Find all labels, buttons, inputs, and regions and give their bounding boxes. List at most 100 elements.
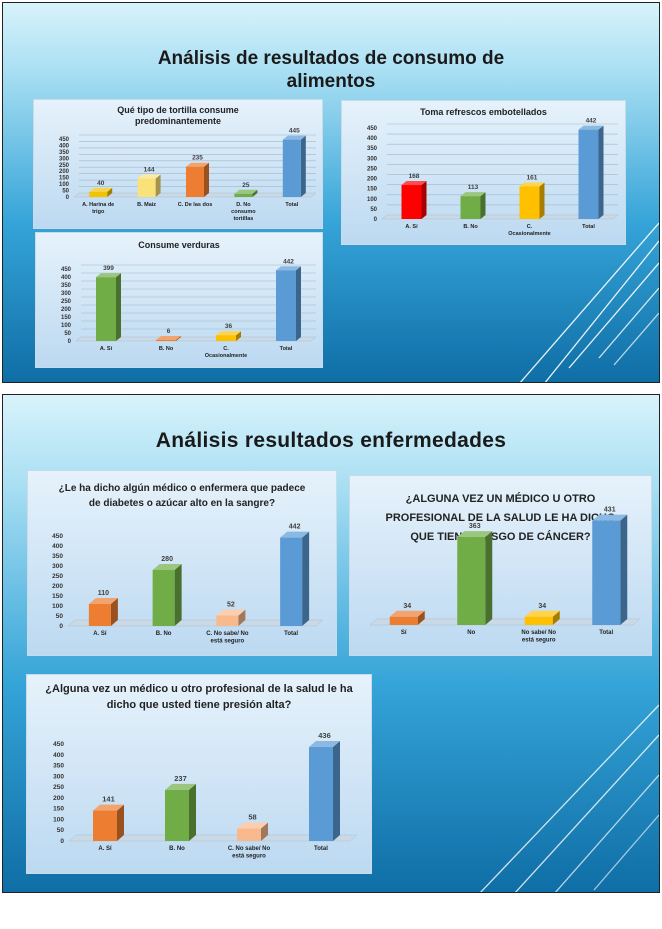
y-tick-label: 250	[61, 299, 72, 305]
bar-side	[116, 273, 121, 341]
bar-side	[176, 336, 181, 341]
bar-front	[156, 340, 176, 341]
bar-top	[309, 741, 340, 748]
x-tick-label: B. No	[156, 631, 172, 637]
bar-side	[598, 125, 604, 219]
bar-top	[137, 174, 161, 179]
x-tick-label-line: C. De las dos	[178, 202, 213, 208]
x-tick-label: Total	[280, 346, 293, 352]
x-tick-label: Total	[285, 202, 298, 208]
x-tick-label-line: A. Harina de	[82, 202, 114, 208]
x-tick-label-line: Total	[582, 224, 595, 230]
bar-top	[186, 162, 209, 167]
data-label: 141	[102, 795, 115, 804]
y-tick-label: 200	[52, 583, 63, 590]
bar-side	[189, 783, 196, 841]
bar-front	[93, 810, 117, 841]
bar-top	[93, 804, 124, 811]
bar-side	[421, 181, 427, 219]
x-tick-label: A. Sí	[98, 846, 112, 852]
data-label: 431	[604, 507, 616, 514]
x-tick-label: A. Sí	[100, 346, 113, 352]
slide-title: Análisis resultados enfermedades	[155, 429, 507, 452]
bar	[276, 266, 301, 341]
chart-title: Qué tipo de tortilla consume predominant…	[117, 105, 239, 126]
bar-front	[282, 139, 301, 197]
data-label: 52	[227, 602, 235, 609]
y-tick-label: 150	[59, 176, 70, 182]
y-tick-label: 200	[61, 307, 72, 313]
bar-front	[89, 191, 108, 197]
bar-side	[333, 741, 340, 841]
bar	[156, 336, 181, 341]
bar-front	[165, 789, 189, 841]
x-tick-label-line: está seguro	[522, 638, 556, 644]
y-tick-label: 350	[52, 553, 63, 560]
bar	[165, 783, 196, 841]
data-label: 6	[167, 328, 171, 335]
chart-title: ¿ALGUNA VEZ UN MÉDICO U OTRO PROFESIONAL…	[385, 493, 616, 543]
x-tick-label-line: consumo	[231, 209, 256, 215]
bar-side	[480, 192, 486, 219]
bar-top	[276, 266, 301, 271]
bar-front	[216, 335, 236, 341]
x-tick-label-line: A. Sí	[100, 346, 113, 352]
bar-front	[280, 537, 303, 626]
y-tick-label: 200	[53, 795, 64, 802]
bar-side	[117, 804, 124, 841]
y-tick-label: 150	[52, 593, 63, 600]
x-tick-label-line: Sí	[401, 630, 407, 636]
bar-side	[174, 564, 182, 626]
x-tick-label-line: Ocasionalmente	[205, 353, 248, 359]
data-label: 40	[97, 180, 105, 187]
bar	[137, 174, 161, 197]
x-tick-label-line: Ocasionalmente	[508, 231, 551, 237]
y-tick-label: 400	[61, 275, 72, 281]
y-tick-label: 200	[367, 177, 378, 183]
x-tick-label-line: está seguro	[211, 639, 245, 645]
chart-panel-tortilla: Qué tipo de tortilla consume predominant…	[33, 99, 323, 229]
bar-front	[276, 270, 296, 341]
x-tick-label-line: está seguro	[232, 854, 266, 860]
bar-side	[552, 610, 560, 625]
data-label: 235	[192, 155, 203, 162]
bar-side	[261, 822, 268, 841]
y-tick-label: 50	[64, 331, 71, 337]
chart-verduras: 0 50 100 150 200 250 300 350 400 450 399 A. Sí 6 B. N…	[61, 258, 317, 359]
y-tick-label: 0	[59, 623, 63, 630]
y-tick-label: 400	[53, 752, 64, 759]
x-tick-label-line: Total	[314, 846, 328, 852]
x-tick-label-line: C.	[527, 224, 533, 230]
x-tick-label-line: Total	[284, 631, 298, 637]
x-tick-label-line: C. No sabe/ No	[228, 846, 271, 852]
y-tick-label: 200	[59, 169, 70, 175]
y-tick-label: 450	[52, 533, 63, 540]
bar-top	[89, 187, 113, 192]
bar	[578, 125, 604, 219]
data-label: 34	[538, 603, 546, 610]
slide-title-line2: alimentos	[286, 71, 376, 92]
y-tick-label: 300	[367, 156, 378, 162]
data-label: 442	[586, 118, 597, 125]
bar-top	[578, 125, 604, 130]
bar-front	[137, 178, 156, 197]
bar-top	[234, 189, 258, 194]
x-tick-label: B. Maiz	[137, 202, 156, 208]
y-tick-label: 400	[52, 543, 63, 550]
bar-top	[401, 181, 427, 186]
y-tick-label: 0	[68, 339, 72, 345]
bar-side	[236, 331, 241, 341]
x-tick-label: A. Harina de trigo	[82, 202, 114, 215]
bar-front	[578, 129, 599, 219]
data-label: 442	[283, 258, 294, 265]
bar	[234, 189, 258, 197]
bar-front	[234, 193, 253, 197]
bar-top	[592, 514, 628, 521]
data-label: 399	[103, 265, 114, 272]
data-label: 110	[98, 590, 109, 597]
chart-title: Toma refrescos embotellados	[420, 107, 547, 117]
data-label: 442	[289, 524, 301, 531]
data-label: 280	[161, 556, 173, 563]
bar-front	[237, 828, 261, 841]
data-label: 436	[318, 731, 331, 740]
